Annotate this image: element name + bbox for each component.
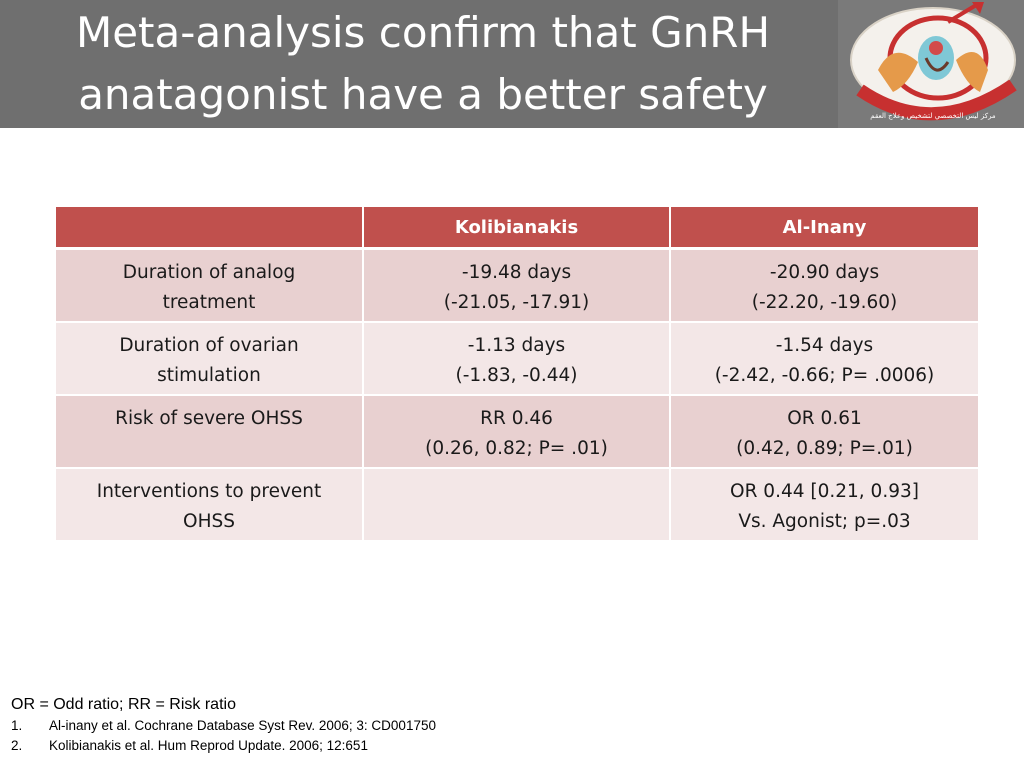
header-cell-kolibianakis: Kolibianakis: [363, 207, 671, 250]
row-label-cell: Duration of analog treatment: [56, 248, 364, 323]
cell-line: (-2.42, -0.66; P= .0006): [714, 365, 935, 386]
cell-line: Duration of analog: [122, 262, 296, 283]
slide-title-line-1: Meta-analysis confirm that GnRH: [75, 8, 771, 57]
fertility-center-logo-icon: مركز ليس التخصصي لتشخيص وعلاج العقم: [838, 0, 1024, 128]
cell-line: Interventions to prevent: [96, 481, 322, 502]
al-inany-cell: -20.90 days (-22.20, -19.60): [670, 248, 978, 323]
reference-text: Al-inany et al. Cochrane Database Syst R…: [49, 718, 436, 733]
table-row: Risk of severe OHSS RR 0.46 (0.26, 0.82;…: [56, 395, 978, 469]
cell-line: (0.26, 0.82; P= .01): [425, 438, 608, 459]
cell-line: Vs. Agonist; p=.03: [738, 511, 911, 532]
kolibianakis-cell: -1.13 days (-1.83, -0.44): [363, 322, 671, 396]
logo-caption: مركز ليس التخصصي لتشخيص وعلاج العقم: [870, 112, 996, 120]
reference-number: 2.: [11, 738, 23, 753]
cell-line: (0.42, 0.89; P=.01): [736, 438, 913, 459]
cell-line: stimulation: [157, 365, 261, 386]
cell-line: -19.48 days: [461, 262, 572, 283]
table-row: Duration of ovarian stimulation -1.13 da…: [56, 322, 978, 396]
header-cell-al-inany: Al-Inany: [670, 207, 978, 250]
reference-text: Kolibianakis et al. Hum Reprod Update. 2…: [49, 738, 368, 753]
reference-number: 1.: [11, 718, 23, 733]
al-inany-cell: -1.54 days (-2.42, -0.66; P= .0006): [670, 322, 978, 396]
cell-line: Duration of ovarian: [119, 335, 299, 356]
table-header-row: Kolibianakis Al-Inany: [56, 207, 978, 250]
cell-line: treatment: [162, 292, 256, 313]
reference-item: 1. Al-inany et al. Cochrane Database Sys…: [11, 716, 711, 736]
al-inany-cell: OR 0.61 (0.42, 0.89; P=.01): [670, 395, 978, 469]
slide-title: Meta-analysis confirm that GnRH anatagon…: [8, 2, 838, 126]
cell-line: Risk of severe OHSS: [115, 408, 303, 429]
table-row: Duration of analog treatment -19.48 days…: [56, 248, 978, 323]
cell-line: RR 0.46: [480, 408, 553, 429]
row-label-cell: Risk of severe OHSS: [56, 395, 364, 469]
kolibianakis-cell: -19.48 days (-21.05, -17.91): [363, 248, 671, 323]
row-label-cell: Interventions to prevent OHSS: [56, 468, 364, 542]
comparison-table: Kolibianakis Al-Inany Duration of analog…: [56, 207, 978, 542]
cell-line: -20.90 days: [769, 262, 880, 283]
cell-line: (-1.83, -0.44): [455, 365, 578, 386]
cell-line: (-21.05, -17.91): [443, 292, 590, 313]
al-inany-cell: OR 0.44 [0.21, 0.93] Vs. Agonist; p=.03: [670, 468, 978, 542]
header-cell-blank: [56, 207, 364, 250]
kolibianakis-cell: [363, 468, 671, 542]
cell-line: (-22.20, -19.60): [751, 292, 898, 313]
cell-line: -1.54 days: [775, 335, 874, 356]
reference-item: 2. Kolibianakis et al. Hum Reprod Update…: [11, 736, 711, 756]
abbreviations-note: OR = Odd ratio; RR = Risk ratio: [11, 696, 236, 713]
slide-title-line-2: anatagonist have a better safety: [78, 70, 768, 119]
table-row: Interventions to prevent OHSS OR 0.44 [0…: [56, 468, 978, 542]
slide-header: Meta-analysis confirm that GnRH anatagon…: [0, 0, 1024, 128]
cell-line: OR 0.61: [787, 408, 862, 429]
row-label-cell: Duration of ovarian stimulation: [56, 322, 364, 396]
cell-line: OR 0.44 [0.21, 0.93]: [730, 481, 919, 502]
cell-line: -1.13 days: [467, 335, 566, 356]
cell-line: OHSS: [183, 511, 235, 532]
kolibianakis-cell: RR 0.46 (0.26, 0.82; P= .01): [363, 395, 671, 469]
footnotes: OR = Odd ratio; RR = Risk ratio 1. Al-in…: [11, 694, 711, 756]
